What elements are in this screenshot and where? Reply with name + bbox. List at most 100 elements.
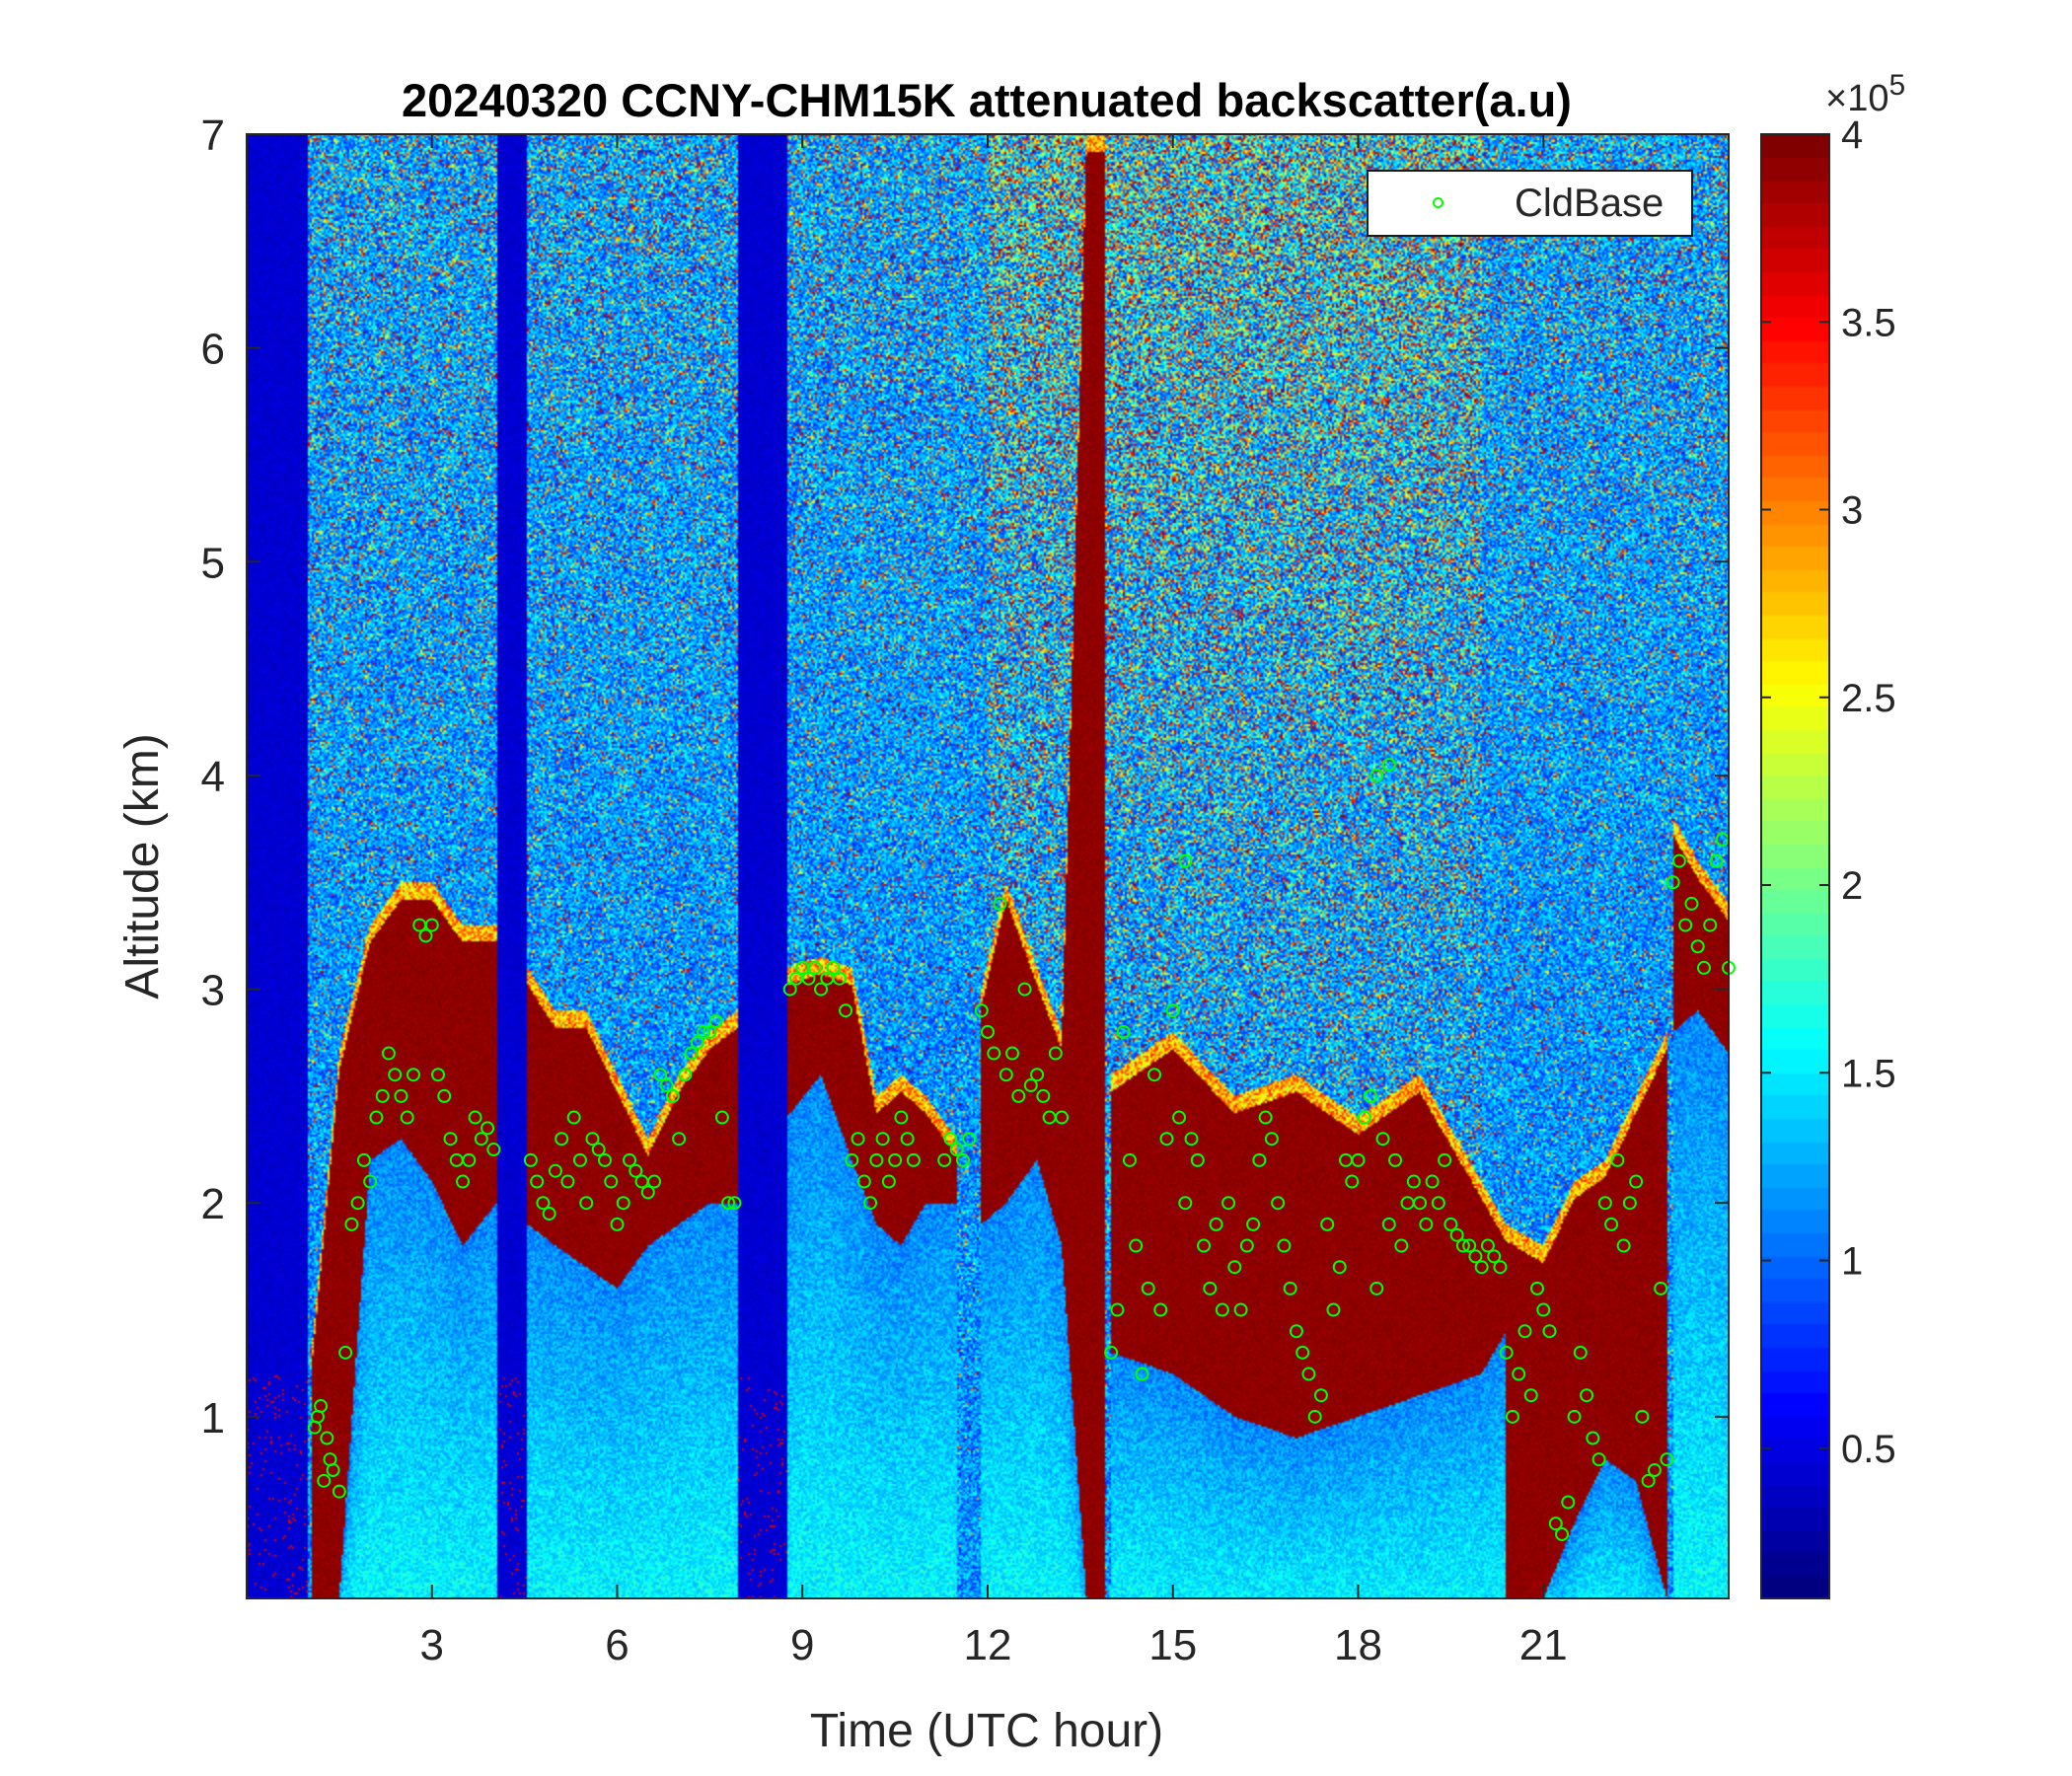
cldbase-marker: [1135, 1367, 1149, 1381]
cldbase-marker: [1178, 853, 1193, 868]
cldbase-marker: [955, 1152, 970, 1167]
cldbase-marker: [629, 1163, 643, 1178]
cldbase-marker: [388, 1068, 403, 1082]
cldbase-marker: [591, 1143, 606, 1157]
cldbase-marker: [1517, 1324, 1532, 1339]
cldbase-marker: [1678, 918, 1693, 932]
cldbase-marker: [1375, 1132, 1390, 1147]
cldbase-marker: [1338, 1152, 1353, 1167]
cldbase-marker: [1542, 1324, 1557, 1339]
colorbar-tick-label: 0.5: [1841, 1428, 1896, 1471]
cldbase-marker: [375, 1088, 390, 1103]
y-tick-label: 6: [201, 326, 225, 374]
cldbase-marker: [1586, 1431, 1600, 1445]
cldbase-marker: [418, 928, 433, 943]
cldbase-marker: [1030, 1068, 1045, 1082]
cldbase-marker: [1313, 1388, 1328, 1403]
cldbase-marker: [456, 1174, 471, 1189]
legend: CldBase: [1367, 170, 1693, 237]
cldbase-marker: [1462, 1238, 1477, 1253]
cldbase-marker: [1122, 1152, 1137, 1167]
cldbase-marker: [999, 1068, 1013, 1082]
cldbase-marker: [1369, 768, 1384, 782]
cldbase-marker: [1005, 1046, 1020, 1061]
cldbase-marker: [1332, 1260, 1347, 1275]
cldbase-marker: [1209, 1217, 1223, 1231]
cldbase-marker: [616, 1196, 630, 1211]
cldbase-marker: [807, 960, 822, 975]
cldbase-marker: [1104, 1345, 1119, 1360]
cldbase-marker: [962, 1132, 977, 1147]
cldbase-marker: [523, 1152, 538, 1167]
x-tick-label: 6: [605, 1621, 629, 1669]
cldbase-marker: [1665, 875, 1680, 890]
cldbase-marker: [721, 1196, 736, 1211]
cldbase-marker: [1258, 1110, 1273, 1125]
cldbase-marker: [993, 896, 1007, 911]
cldbase-marker: [1567, 1409, 1582, 1424]
cldbase-marker: [1011, 1088, 1026, 1103]
cldbase-marker: [394, 1088, 408, 1103]
cldbase-marker: [900, 1132, 915, 1147]
cldbase-marker: [1709, 853, 1724, 868]
y-tick-label: 2: [201, 1180, 225, 1228]
y-tick-label: 1: [201, 1394, 225, 1443]
cldbase-marker: [1017, 982, 1032, 997]
cldbase-marker: [1221, 1196, 1236, 1211]
colorbar-exponent-power: 5: [1888, 69, 1905, 102]
cldbase-marker: [1295, 1345, 1310, 1360]
cldbase-marker: [906, 1152, 921, 1167]
cldbase-marker: [647, 1174, 662, 1189]
cldbase-marker: [1307, 1409, 1322, 1424]
colorbar-tick-label: 1: [1841, 1240, 1863, 1284]
cldbase-marker: [727, 1196, 742, 1211]
cldbase-marker: [832, 971, 847, 986]
cldbase-marker: [1487, 1249, 1502, 1264]
cldbase-marker: [801, 971, 816, 986]
cldbase-marker: [369, 1110, 384, 1125]
cldbase-marker: [1654, 1281, 1668, 1295]
cldbase-marker: [851, 1132, 865, 1147]
cldbase-marker: [782, 982, 797, 997]
cldbase-marker: [597, 1152, 612, 1167]
cldbase-marker: [981, 1024, 995, 1039]
chart-title: 20240320 CCNY-CHM15K attenuated backscat…: [402, 74, 1572, 126]
y-tick-label: 3: [201, 967, 225, 1015]
colorbar-exponent-base: ×10: [1825, 78, 1888, 119]
cldbase-marker: [406, 1068, 420, 1082]
cldbase-marker: [974, 1003, 989, 1018]
cldbase-marker: [314, 1399, 329, 1414]
cldbase-marker: [1153, 1302, 1168, 1317]
cldbase-marker: [1690, 939, 1705, 954]
cldbase-marker: [1326, 1302, 1341, 1317]
cldbase-marker: [690, 1035, 704, 1050]
cldbase-marker: [672, 1132, 687, 1147]
cldbase-marker: [875, 1132, 890, 1147]
cldbase-marker: [1413, 1196, 1428, 1211]
cldbase-marker: [350, 1196, 365, 1211]
cldbase-marker: [1283, 1281, 1297, 1295]
cldbase-marker: [1573, 1345, 1588, 1360]
cldbase-marker: [560, 1174, 575, 1189]
cldbase-marker: [1499, 1345, 1514, 1360]
cldbase-marker: [1190, 1152, 1205, 1167]
cldbase-marker: [1055, 1110, 1070, 1125]
y-axis: 1 2 3 4 5 6 7: [201, 111, 1729, 1443]
cldbase-marker: [332, 1484, 346, 1499]
cldbase-marker: [1604, 1217, 1619, 1231]
cldbase-marker: [1449, 1227, 1464, 1242]
cldbase-marker: [363, 1174, 378, 1189]
cldbase-marker: [1635, 1409, 1650, 1424]
colorbar-tick-label: 3.5: [1841, 301, 1896, 344]
cldbase-marker: [344, 1217, 359, 1231]
colorbar-axis: 0.5 1 1.5 2 2.5 3 3.5 4: [1761, 113, 1896, 1471]
cldbase-marker: [1048, 1046, 1063, 1061]
cldbase-marker: [1555, 1527, 1570, 1542]
cldbase-marker: [548, 1163, 562, 1178]
x-tick-label: 9: [790, 1621, 814, 1669]
colorbar-exponent: ×105: [1825, 69, 1905, 119]
cldbase-marker: [1443, 1217, 1458, 1231]
cldbase-marker: [949, 1143, 964, 1157]
